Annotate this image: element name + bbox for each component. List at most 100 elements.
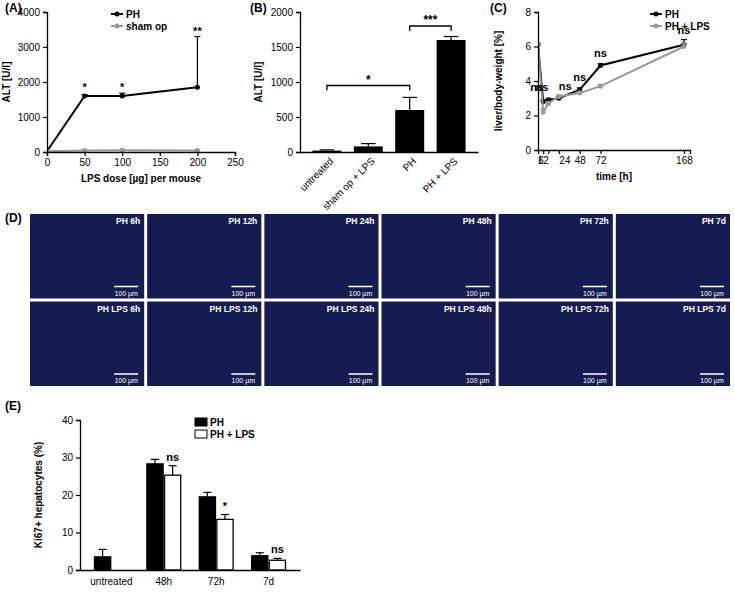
annotation: ns — [594, 47, 607, 59]
error-bar — [102, 549, 103, 557]
tick-mark — [296, 47, 300, 48]
image-label: PH LPS 72h — [561, 304, 609, 314]
y-axis: 010203040 — [62, 415, 81, 576]
tick-mark — [43, 47, 47, 48]
marker — [82, 94, 87, 99]
y-tick: 0 — [525, 145, 538, 156]
tick-label: 0 — [525, 145, 531, 156]
error-cap — [402, 97, 416, 98]
tick-mark — [684, 150, 685, 154]
y-tick: 20 — [62, 490, 80, 501]
tick-mark — [122, 152, 123, 156]
y-tick: 1500 — [271, 42, 300, 53]
tick-label: untreated — [298, 156, 336, 194]
image-label: PH 6h — [116, 216, 140, 226]
micrograph — [264, 302, 378, 387]
tick-label: 50 — [80, 157, 92, 168]
axis-line — [48, 153, 236, 157]
bar — [269, 560, 285, 570]
error-bar — [197, 37, 198, 88]
y-tick: 8 — [525, 7, 538, 18]
x-tick: PH + LPS — [421, 155, 460, 194]
x-tick: 200 — [190, 152, 207, 168]
tick-label: 4000 — [18, 7, 41, 18]
x-tick: 24 — [559, 150, 571, 166]
y-tick: 4000 — [18, 7, 47, 18]
x-tick: 168 — [676, 150, 693, 166]
scale-bar — [114, 373, 138, 375]
annotation: ns — [573, 71, 586, 83]
scale-bar-label: 100 µm — [583, 377, 607, 385]
annotation: * — [223, 500, 228, 512]
image-label: PH 48h — [463, 216, 492, 226]
axis-line — [301, 152, 479, 153]
marker — [120, 94, 125, 99]
panel-label: (E) — [5, 399, 21, 413]
scale-bar-label: 100 µm — [349, 377, 373, 385]
tick-mark — [76, 457, 80, 458]
tick-mark — [534, 46, 538, 47]
annotation: ns — [559, 80, 572, 92]
tick-mark — [197, 152, 198, 156]
y-tick: 10 — [62, 527, 80, 538]
scale-bar — [114, 286, 138, 288]
y-tick: 500 — [276, 112, 300, 123]
scale-bar — [700, 373, 724, 375]
panel-label: (B) — [250, 1, 267, 15]
micrograph — [30, 302, 144, 387]
legend: PHsham op — [111, 9, 167, 32]
micrograph — [499, 214, 613, 299]
micrograph — [616, 302, 730, 387]
y-tick: 6 — [525, 41, 538, 52]
scale-bar — [231, 373, 255, 375]
error-cap — [273, 558, 281, 559]
annotation: ** — [193, 25, 202, 37]
tick-label: PH — [401, 156, 419, 174]
x-tick: 250 — [227, 152, 244, 168]
image-label: PH 12h — [229, 216, 258, 226]
image-label: PH 24h — [346, 216, 375, 226]
error-cap — [681, 39, 687, 40]
data-line — [47, 87, 197, 151]
tick-label: 0 — [34, 147, 40, 158]
error-cap — [540, 108, 546, 109]
legend-marker — [115, 24, 120, 29]
tick-mark — [76, 570, 80, 571]
bar — [199, 497, 215, 570]
tick-label: 2000 — [271, 7, 294, 18]
legend: PHPH + LPS — [650, 9, 710, 32]
micrograph — [382, 302, 496, 387]
image-label: PH LPS 7d — [683, 304, 726, 314]
tick-label: 150 — [152, 157, 169, 168]
micrograph — [382, 214, 496, 299]
error-cap — [361, 143, 375, 144]
x-tick: PH — [401, 156, 419, 174]
tick-label: 6 — [525, 41, 531, 52]
bar — [95, 557, 111, 570]
scale-bar-label: 100 µm — [349, 290, 373, 298]
tick-mark — [559, 150, 560, 154]
micrograph — [499, 302, 613, 387]
marker — [195, 85, 200, 90]
plot-area — [47, 37, 200, 153]
y-tick: 0 — [67, 565, 80, 576]
legend-swatch — [195, 418, 207, 426]
scale-bar — [349, 286, 373, 288]
error-cap — [444, 36, 458, 37]
error-cap — [169, 465, 177, 466]
x-axis-title: time [h] — [596, 171, 632, 182]
x-axis: untreatedsham op + LPS PHPH + LPS — [298, 153, 479, 212]
tick-label: 48 — [575, 155, 587, 166]
x-tick: untreated — [90, 576, 132, 587]
image-label: PH 7d — [702, 216, 726, 226]
scale-bar-label: 100 µm — [466, 377, 490, 385]
tick-label: 0 — [67, 565, 73, 576]
scale-bar — [583, 286, 607, 288]
x-tick: 12 — [538, 150, 550, 166]
bar — [217, 519, 233, 570]
x-tick: 72h — [208, 576, 225, 587]
tick-mark — [235, 152, 236, 156]
x-tick: sham op + LPS — [320, 155, 377, 212]
tick-mark — [43, 152, 47, 153]
error-bar — [207, 492, 208, 497]
